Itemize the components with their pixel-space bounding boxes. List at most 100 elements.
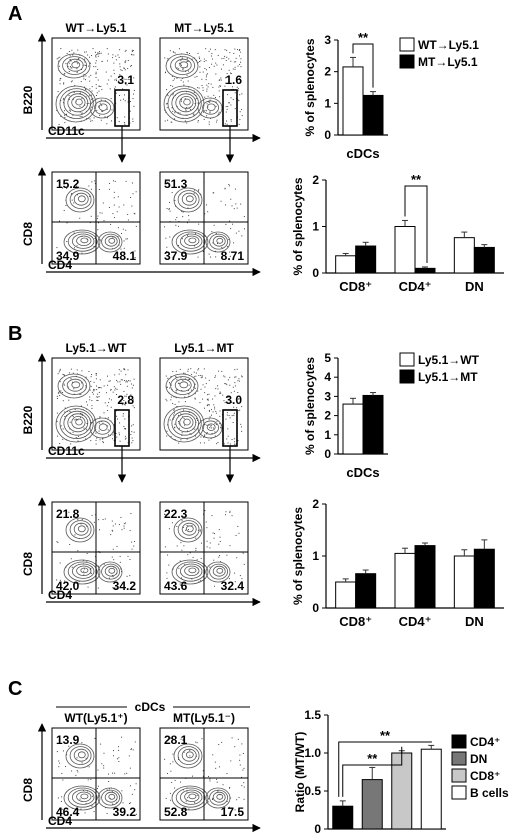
event-dot (179, 112, 181, 114)
event-dot (209, 112, 211, 114)
event-dot (241, 376, 243, 378)
event-dot (167, 772, 169, 774)
event-dot (226, 554, 228, 556)
event-dot (119, 95, 121, 97)
event-dot (238, 78, 240, 80)
legend-swatch (451, 751, 467, 766)
event-dot (120, 568, 122, 570)
contour-density-icon (179, 789, 203, 805)
event-dot (185, 108, 187, 110)
event-dot (88, 76, 90, 78)
event-dot (98, 188, 100, 190)
event-dot (70, 60, 72, 62)
significance-bracket (342, 746, 403, 797)
y-tick-label: 0 (324, 447, 331, 461)
event-dot (133, 407, 135, 409)
event-dot (205, 76, 207, 78)
contour-density-icon (97, 787, 123, 809)
event-dot (72, 54, 74, 56)
event-dot (72, 114, 74, 116)
event-dot (76, 757, 78, 759)
event-dot (195, 97, 197, 99)
event-dot (225, 514, 227, 516)
event-dot (175, 390, 177, 392)
event-dot (174, 439, 176, 441)
event-dot (216, 781, 218, 783)
event-dot (111, 791, 113, 793)
event-dot (111, 575, 113, 577)
event-dot (197, 87, 199, 89)
event-dot (106, 108, 108, 110)
event-dot (174, 426, 176, 428)
contour-density-icon (171, 559, 209, 585)
event-dot (240, 66, 242, 68)
scatter-events (56, 180, 137, 259)
event-dot (56, 58, 58, 60)
event-dot (84, 88, 86, 90)
event-dot (95, 87, 97, 89)
event-dot (134, 250, 136, 252)
event-dot (212, 427, 214, 429)
contour-density-icon (108, 567, 116, 574)
event-dot (196, 75, 198, 77)
event-dot (111, 556, 113, 558)
quadrant-value: 51.3 (164, 177, 188, 191)
event-dot (197, 529, 199, 531)
event-dot (215, 121, 217, 123)
event-dot (202, 87, 204, 89)
event-dot (183, 751, 185, 753)
contour-density-icon (97, 231, 123, 253)
event-dot (65, 204, 67, 206)
event-dot (226, 49, 228, 51)
event-dot (68, 745, 70, 747)
event-dot (226, 800, 228, 802)
event-dot (202, 398, 204, 400)
event-dot (130, 65, 132, 67)
event-dot (76, 68, 78, 70)
event-dot (178, 427, 180, 429)
event-dot (117, 746, 119, 748)
event-dot (238, 813, 240, 815)
event-dot (63, 97, 65, 99)
event-dot (192, 113, 194, 115)
event-dot (180, 781, 182, 783)
event-dot (209, 427, 211, 429)
event-dot (198, 189, 200, 191)
event-dot (216, 243, 218, 245)
event-dot (202, 770, 204, 772)
event-dot (95, 54, 97, 56)
event-dot (121, 529, 123, 531)
gate-value: 3.0 (225, 393, 242, 407)
axis-label: CD8 (21, 778, 35, 802)
event-dot (74, 534, 76, 536)
panel-letter-A: A (8, 3, 22, 25)
contour-density-icon (77, 195, 86, 203)
event-dot (99, 51, 101, 53)
event-dot (242, 752, 244, 754)
event-dot (233, 414, 235, 416)
bar (453, 555, 475, 609)
event-dot (63, 374, 65, 376)
event-dot (229, 417, 231, 419)
event-dot (230, 60, 232, 62)
event-dot (58, 371, 60, 373)
contour-density-icon (209, 563, 229, 580)
legend-label: DN (470, 752, 487, 766)
event-dot (119, 555, 121, 557)
event-dot (64, 407, 66, 409)
event-dot (84, 86, 86, 88)
event-dot (186, 438, 188, 440)
event-dot (195, 375, 197, 377)
event-dot (192, 556, 194, 558)
event-dot (213, 94, 215, 96)
contour-density-icon (209, 233, 229, 250)
event-dot (90, 188, 92, 190)
event-dot (89, 399, 91, 401)
event-dot (221, 370, 223, 372)
event-dot (97, 587, 99, 589)
significance-bracket (338, 741, 432, 797)
event-dot (241, 406, 243, 408)
event-dot (126, 393, 128, 395)
event-dot (64, 122, 66, 124)
event-dot (69, 51, 71, 53)
